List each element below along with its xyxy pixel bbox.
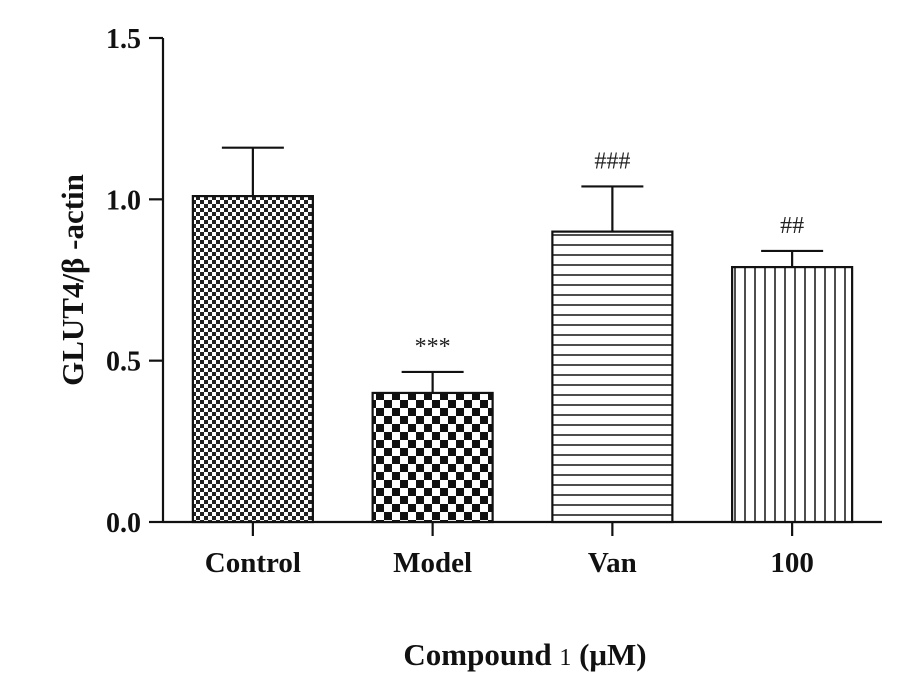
x-axis-title-unit: (μM) (571, 637, 646, 672)
significance-label: *** (415, 334, 451, 360)
x-tick-label: 100 (770, 547, 814, 579)
x-tick-label: Model (393, 547, 472, 579)
y-tick-label: 1.5 (106, 24, 141, 55)
y-axis: 0.0 0.5 1.0 1.5 (106, 24, 165, 539)
x-axis-title-number: 1 (559, 645, 571, 671)
y-tick-label: 0.0 (106, 508, 141, 539)
x-axis-title: Compound 1 (μM) (403, 637, 646, 672)
bar-van (551, 230, 674, 524)
y-axis-title: GLUT4/β -actin (55, 174, 90, 386)
error-bar-100 (761, 249, 824, 268)
x-axis-title-main: Compound (403, 637, 559, 672)
x-tick-label: Van (588, 547, 637, 579)
bars: ***##### (191, 146, 854, 524)
bar-100 (731, 265, 854, 524)
significance-label: ### (594, 148, 630, 174)
x-tick-label: Control (205, 547, 301, 579)
error-bar-van (581, 185, 644, 232)
error-bar-model (401, 370, 464, 393)
error-bar-control (221, 146, 284, 197)
y-tick-label: 1.0 (106, 185, 141, 216)
significance-label: ## (780, 213, 804, 239)
y-tick-label: 0.5 (106, 347, 141, 378)
x-axis: Control Model Van 100 (163, 520, 882, 579)
bar-model (371, 391, 494, 524)
bar-control (191, 195, 314, 524)
